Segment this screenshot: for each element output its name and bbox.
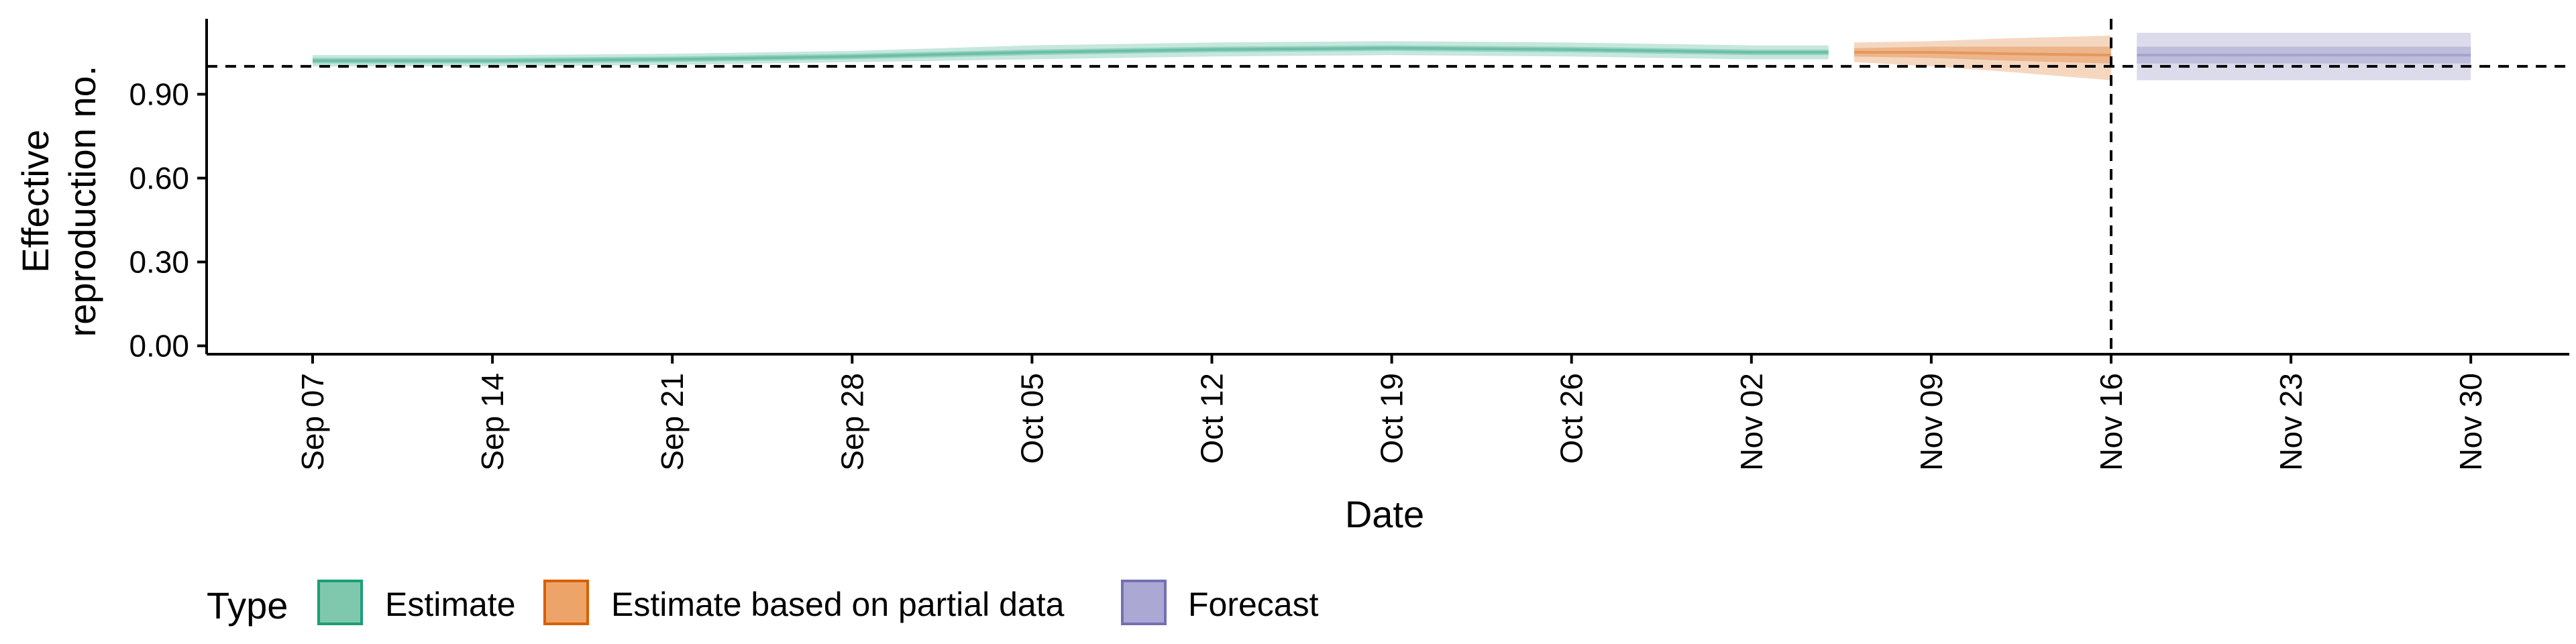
x-tick-label: Nov 23 — [2273, 373, 2308, 471]
x-tick-label: Oct 05 — [1014, 373, 1049, 464]
x-tick-label: Nov 02 — [1734, 373, 1769, 471]
band-50-estimate — [313, 45, 1829, 64]
legend-label-estimate: Estimate — [385, 586, 516, 623]
band-50-estimate-based-on-partial-data — [1854, 46, 2111, 64]
band-90-forecast — [2137, 32, 2471, 80]
band-90-estimate — [313, 41, 1829, 66]
legend-key-estimate — [317, 580, 363, 625]
x-tick-label: Nov 09 — [1914, 373, 1949, 471]
x-tick-label: Sep 21 — [655, 373, 690, 471]
x-axis-title: Date — [1345, 493, 1424, 535]
y-axis-title-line-2: reproduction no. — [61, 66, 103, 337]
x-tick-labels: Sep 07 Sep 14 Sep 21 Sep 28 Oct 05 Oct 12 Oct … — [295, 354, 2488, 471]
x-tick-label: Oct 19 — [1375, 373, 1409, 464]
median-line-estimate-based-on-partial-data — [1854, 51, 2112, 57]
x-tick-label: Sep 07 — [295, 373, 330, 471]
legend: Type Estimate Estimate based on partial … — [207, 580, 1319, 627]
y-tick-label: 0.60 — [129, 161, 189, 196]
x-tick-label: Oct 12 — [1195, 373, 1230, 464]
legend-key-partial — [543, 580, 589, 625]
y-tick-labels: 0.00 0.30 0.60 0.90 — [129, 77, 207, 364]
axes — [205, 19, 2569, 356]
band-90-estimate-based-on-partial-data — [1854, 36, 2111, 80]
y-axis-title-line-1: Effective — [14, 129, 56, 273]
legend-key-forecast — [1121, 580, 1167, 625]
x-tick-label: Nov 30 — [2453, 373, 2488, 471]
x-tick-label: Sep 14 — [475, 373, 510, 471]
x-tick-label: Sep 28 — [835, 373, 869, 471]
x-tick-label: Oct 26 — [1554, 373, 1589, 464]
y-tick-label: 0.90 — [129, 77, 189, 112]
legend-title: Type — [207, 584, 288, 627]
band-50-forecast — [2137, 46, 2471, 64]
band-layer — [313, 32, 2471, 80]
legend-label-partial: Estimate based on partial data — [611, 586, 1065, 623]
x-tick-label: Nov 16 — [2094, 373, 2129, 471]
legend-label-forecast: Forecast — [1188, 586, 1319, 623]
median-line-estimate — [313, 46, 1829, 62]
y-tick-label: 0.30 — [129, 245, 189, 280]
y-tick-label: 0.00 — [129, 329, 189, 364]
